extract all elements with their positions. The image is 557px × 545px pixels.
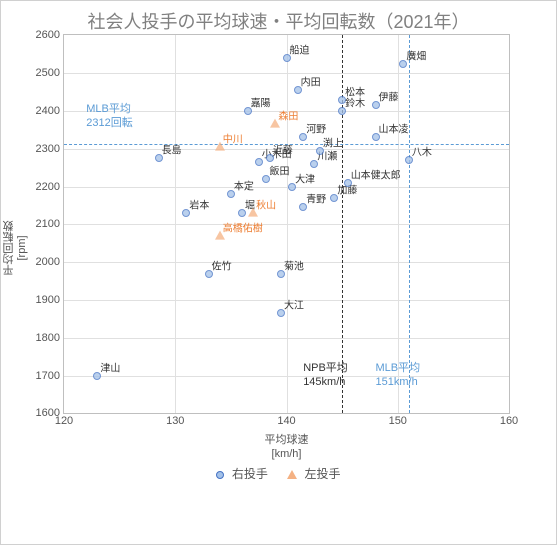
y-tick-label: 2500 — [36, 67, 60, 79]
legend: 右投手 左投手 — [1, 461, 556, 490]
data-label: 渕上 — [323, 134, 343, 149]
gridline-horizontal — [64, 73, 509, 74]
scatter-point-triangle — [248, 208, 258, 217]
scatter-point-circle — [155, 154, 163, 162]
data-label: 鈴木 — [345, 94, 365, 109]
legend-label-left: 左投手 — [305, 467, 341, 481]
scatter-point-circle — [182, 209, 190, 217]
data-label: 森田 — [278, 108, 298, 123]
scatter-point-circle — [277, 309, 285, 317]
data-label: 青野 — [306, 191, 326, 206]
scatter-point-triangle — [215, 230, 225, 239]
annotation: MLB平均151km/h — [376, 362, 421, 390]
y-axis-label: 平均回転数 [rpm] — [3, 220, 29, 275]
scatter-point-circle — [205, 270, 213, 278]
scatter-point-circle — [244, 107, 252, 115]
data-label: 岩本 — [189, 197, 209, 212]
y-tick-label: 1900 — [36, 294, 60, 306]
scatter-point-circle — [288, 183, 296, 191]
scatter-point-circle — [238, 209, 246, 217]
x-tick-label: 160 — [500, 415, 518, 427]
scatter-point-circle — [338, 107, 346, 115]
y-axis-unit: [rpm] — [16, 235, 28, 260]
x-tick-label: 150 — [389, 415, 407, 427]
gridline-horizontal — [64, 224, 509, 225]
scatter-point-circle — [283, 54, 291, 62]
scatter-point-circle — [299, 203, 307, 211]
data-label: 津山 — [100, 359, 120, 374]
circle-icon — [216, 471, 224, 479]
scatter-point-circle — [262, 175, 270, 183]
data-label: 大津 — [295, 170, 315, 185]
x-tick-label: 130 — [166, 415, 184, 427]
gridline-horizontal — [64, 262, 509, 263]
plot-area: 120130140150160 160017001800190020002100… — [63, 34, 510, 414]
x-axis-unit: [km/h] — [272, 448, 302, 460]
data-label: 廣畑 — [406, 47, 426, 62]
data-label: 秋山 — [256, 197, 276, 212]
scatter-point-triangle — [215, 141, 225, 150]
scatter-point-circle — [330, 194, 338, 202]
chart-frame: 社会人投手の平均球速・平均回転数（2021年） 平均回転数 [rpm] 1201… — [0, 0, 557, 545]
scatter-point-circle — [316, 147, 324, 155]
data-label: 船迫 — [290, 42, 310, 57]
scatter-point-circle — [399, 60, 407, 68]
scatter-point-circle — [405, 156, 413, 164]
scatter-point-circle — [299, 133, 307, 141]
gridline-horizontal — [64, 338, 509, 339]
scatter-point-circle — [344, 179, 352, 187]
y-tick-label: 2200 — [36, 181, 60, 193]
y-tick-label: 2600 — [36, 29, 60, 41]
y-tick-label: 2000 — [36, 256, 60, 268]
y-tick-label: 2100 — [36, 218, 60, 230]
scatter-point-circle — [294, 86, 302, 94]
y-tick-label: 1700 — [36, 370, 60, 382]
data-label: 伊藤 — [379, 89, 399, 104]
x-axis-label: 平均球速 [km/h] — [63, 434, 510, 460]
plot-wrap: 120130140150160 160017001800190020002100… — [63, 34, 510, 414]
gridline-horizontal — [64, 376, 509, 377]
data-label: 内田 — [301, 74, 321, 89]
x-tick-label: 140 — [277, 415, 295, 427]
scatter-point-circle — [277, 270, 285, 278]
gridline-horizontal — [64, 149, 509, 150]
scatter-point-circle — [255, 158, 263, 166]
data-label: 山本健太郎 — [351, 166, 401, 181]
gridline-horizontal — [64, 300, 509, 301]
scatter-point-circle — [372, 101, 380, 109]
gridline-horizontal — [64, 187, 509, 188]
triangle-icon — [287, 470, 297, 479]
y-axis-label-text: 平均回転数 — [3, 220, 15, 275]
y-tick-label: 2400 — [36, 105, 60, 117]
annotation: MLB平均2312回転 — [86, 103, 132, 131]
y-tick-label: 1600 — [36, 407, 60, 419]
scatter-point-circle — [372, 133, 380, 141]
scatter-point-triangle — [270, 119, 280, 128]
data-label: 八木 — [412, 144, 432, 159]
scatter-point-circle — [93, 372, 101, 380]
data-label: 河野 — [306, 121, 326, 136]
data-label: 高橋佑樹 — [223, 219, 263, 234]
data-label: 中川 — [223, 130, 243, 145]
x-axis-label-text: 平均球速 — [265, 434, 309, 446]
scatter-point-circle — [338, 96, 346, 104]
data-label: 嘉陽 — [251, 94, 271, 109]
y-tick-label: 1800 — [36, 332, 60, 344]
data-label: 山本凌 — [379, 121, 409, 136]
data-label: 佐竹 — [212, 257, 232, 272]
legend-item-left: 左投手 — [287, 467, 340, 481]
scatter-point-circle — [310, 160, 318, 168]
data-label: 松本 — [345, 83, 365, 98]
y-tick-label: 2300 — [36, 143, 60, 155]
scatter-point-circle — [266, 154, 274, 162]
chart-title: 社会人投手の平均球速・平均回転数（2021年） — [1, 1, 556, 34]
scatter-point-circle — [227, 190, 235, 198]
data-label: 本定 — [234, 178, 254, 193]
annotation: NPB平均145km/h — [303, 362, 348, 390]
legend-item-right: 右投手 — [216, 467, 271, 481]
legend-label-right: 右投手 — [232, 467, 268, 481]
